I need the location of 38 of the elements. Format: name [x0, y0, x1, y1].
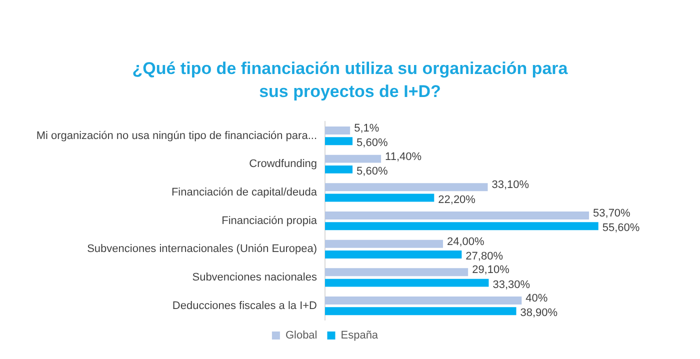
data-label: 53,70%	[593, 208, 631, 220]
data-label: 33,10%	[492, 179, 530, 192]
bar	[325, 268, 468, 276]
data-label: 11,40%	[385, 150, 422, 163]
bar	[325, 165, 353, 174]
data-label: 5,60%	[356, 165, 388, 178]
y-tick-label: Subvenciones nacionales	[192, 272, 318, 284]
y-tick-label: Mi organización no usa ningún tipo de financiación para...	[36, 130, 317, 142]
bar	[325, 296, 522, 304]
chart-title: ¿Qué tipo de financiación utiliza su organización para sus proyectos de I+D?	[131, 58, 569, 103]
y-tick-label: Deducciones fiscales a la I+D	[172, 300, 318, 312]
bar	[325, 278, 489, 287]
y-tick-label: Financiación de capital/deuda	[171, 186, 318, 198]
bar	[325, 194, 434, 202]
data-label: 40%	[526, 292, 548, 305]
bar	[325, 250, 462, 258]
data-label: 22,20%	[438, 194, 476, 206]
bar	[325, 126, 350, 134]
bar	[325, 137, 353, 146]
bar	[325, 222, 598, 230]
data-label: 33,30%	[492, 278, 530, 291]
data-label: 27,80%	[466, 250, 504, 262]
data-label: 5,1%	[354, 122, 380, 134]
bar	[325, 154, 382, 163]
data-label: 29,10%	[472, 264, 510, 276]
y-tick-label: Financiación propia	[222, 214, 318, 227]
legend-label: Global	[285, 330, 318, 342]
bar	[325, 212, 590, 220]
data-label: 5,60%	[356, 137, 388, 150]
data-label: 55,60%	[602, 222, 640, 234]
bar	[325, 183, 488, 192]
legend-label: España	[340, 330, 379, 342]
y-tick-label: Crowdfunding	[249, 158, 317, 170]
data-label: 24,00%	[447, 236, 485, 248]
y-tick-label: Subvenciones internacionales (Unión Europea)	[87, 243, 317, 256]
bar	[325, 240, 443, 248]
bar	[325, 307, 516, 316]
data-label: 38,90%	[520, 307, 558, 320]
